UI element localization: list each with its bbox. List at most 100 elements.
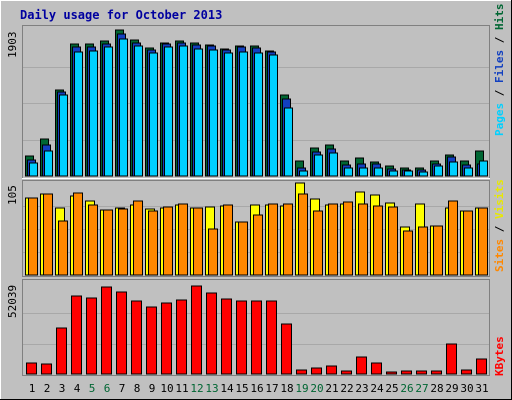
sites-bar bbox=[148, 210, 158, 276]
day-label: 12 bbox=[190, 382, 203, 395]
day-label: 15 bbox=[235, 382, 248, 395]
legend-sep-3: / bbox=[493, 219, 506, 239]
day-label: 5 bbox=[89, 382, 96, 395]
kbytes-bar bbox=[71, 295, 82, 375]
kbytes-bar bbox=[266, 300, 277, 375]
day-label: 19 bbox=[295, 382, 308, 395]
day-label: 13 bbox=[205, 382, 218, 395]
day-label: 22 bbox=[340, 382, 353, 395]
pages-bar bbox=[164, 46, 173, 177]
sites-bar bbox=[163, 206, 173, 276]
day-label: 26 bbox=[400, 382, 413, 395]
bottom-legend: KBytes bbox=[493, 336, 506, 376]
kbytes-bar bbox=[341, 370, 352, 375]
sites-bar bbox=[358, 203, 368, 276]
day-label: 1 bbox=[29, 382, 36, 395]
sites-bar bbox=[103, 209, 113, 276]
chart-title: Daily usage for October 2013 bbox=[20, 8, 222, 22]
sites-bar bbox=[418, 226, 428, 276]
pages-bar bbox=[59, 94, 68, 177]
kbytes-bar bbox=[476, 358, 487, 375]
day-label: 8 bbox=[134, 382, 141, 395]
sites-bar bbox=[448, 200, 458, 276]
legend-pages: Pages bbox=[493, 103, 506, 136]
kbytes-bar bbox=[461, 369, 472, 375]
day-label: 29 bbox=[445, 382, 458, 395]
pages-bar bbox=[314, 154, 323, 177]
day-label: 16 bbox=[250, 382, 263, 395]
sites-bar bbox=[208, 228, 218, 276]
kbytes-bar bbox=[146, 306, 157, 375]
legend-sep-1: / bbox=[493, 83, 506, 103]
legend-kbytes: KBytes bbox=[493, 336, 506, 376]
pages-bar bbox=[224, 52, 233, 177]
sites-bar bbox=[328, 203, 338, 276]
sites-bar bbox=[433, 225, 443, 276]
sites-bar bbox=[43, 193, 53, 276]
kbytes-bar bbox=[176, 299, 187, 375]
pages-bar bbox=[209, 49, 218, 177]
pages-bar bbox=[254, 52, 263, 177]
sites-bar bbox=[178, 203, 188, 276]
kbytes-bar bbox=[371, 362, 382, 375]
pages-bar bbox=[299, 170, 308, 177]
kbytes-bar bbox=[416, 370, 427, 375]
kbytes-bar bbox=[161, 302, 172, 375]
day-label: 27 bbox=[415, 382, 428, 395]
sites-bar bbox=[73, 192, 83, 276]
mid-legend: Sites / Visits bbox=[493, 179, 506, 272]
sites-bar bbox=[88, 204, 98, 276]
sites-bar bbox=[313, 210, 323, 276]
sites-bar bbox=[28, 197, 38, 276]
pages-bar bbox=[239, 51, 248, 177]
day-label: 24 bbox=[370, 382, 384, 395]
kbytes-bar bbox=[281, 323, 292, 375]
day-label: 4 bbox=[74, 382, 81, 395]
kbytes-bar bbox=[251, 300, 262, 375]
legend-sep-2: / bbox=[493, 30, 506, 50]
legend-hits: Hits bbox=[493, 4, 506, 31]
sites-bar bbox=[58, 220, 68, 276]
day-label: 6 bbox=[104, 382, 111, 395]
day-label: 28 bbox=[430, 382, 443, 395]
day-label: 25 bbox=[385, 382, 398, 395]
day-label: 2 bbox=[44, 382, 51, 395]
kbytes-bar bbox=[56, 327, 67, 375]
pages-bar bbox=[119, 38, 128, 177]
bottom-bars bbox=[23, 285, 489, 375]
day-labels: 1 2 3 4 5 6 7 8 9 10 11 12 13 14 15 16 17 18 19 20 21 22 23 24 2… bbox=[29, 382, 489, 395]
sites-bar bbox=[478, 207, 488, 276]
day-label: 30 bbox=[460, 382, 473, 395]
bottom-max-label: 52039 bbox=[6, 285, 19, 318]
pages-bar bbox=[149, 52, 158, 177]
kbytes-bar bbox=[431, 370, 442, 375]
kbytes-bar bbox=[401, 370, 412, 375]
day-label: 20 bbox=[310, 382, 323, 395]
kbytes-bar bbox=[101, 286, 112, 375]
day-label: 23 bbox=[355, 382, 368, 395]
kbytes-bar bbox=[221, 298, 232, 375]
kbytes-bar bbox=[236, 300, 247, 375]
sites-bar bbox=[223, 204, 233, 276]
day-label: 10 bbox=[160, 382, 173, 395]
pages-bar bbox=[329, 152, 338, 177]
pages-bar bbox=[89, 50, 98, 177]
pages-bar bbox=[389, 170, 398, 177]
pages-bar bbox=[134, 45, 143, 177]
kbytes-bar bbox=[296, 369, 307, 375]
day-label: 17 bbox=[265, 382, 278, 395]
sites-bar bbox=[238, 221, 248, 276]
pages-bar bbox=[74, 51, 83, 177]
sites-bar bbox=[388, 206, 398, 276]
kbytes-bar bbox=[311, 367, 322, 375]
day-label: 7 bbox=[119, 382, 126, 395]
day-label: 31 bbox=[475, 382, 488, 395]
sites-bar bbox=[193, 207, 203, 276]
pages-bar bbox=[269, 54, 278, 177]
pages-bar bbox=[449, 161, 458, 177]
top-max-label: 1903 bbox=[6, 32, 19, 59]
pages-bar bbox=[419, 171, 428, 177]
sites-bar bbox=[268, 203, 278, 276]
